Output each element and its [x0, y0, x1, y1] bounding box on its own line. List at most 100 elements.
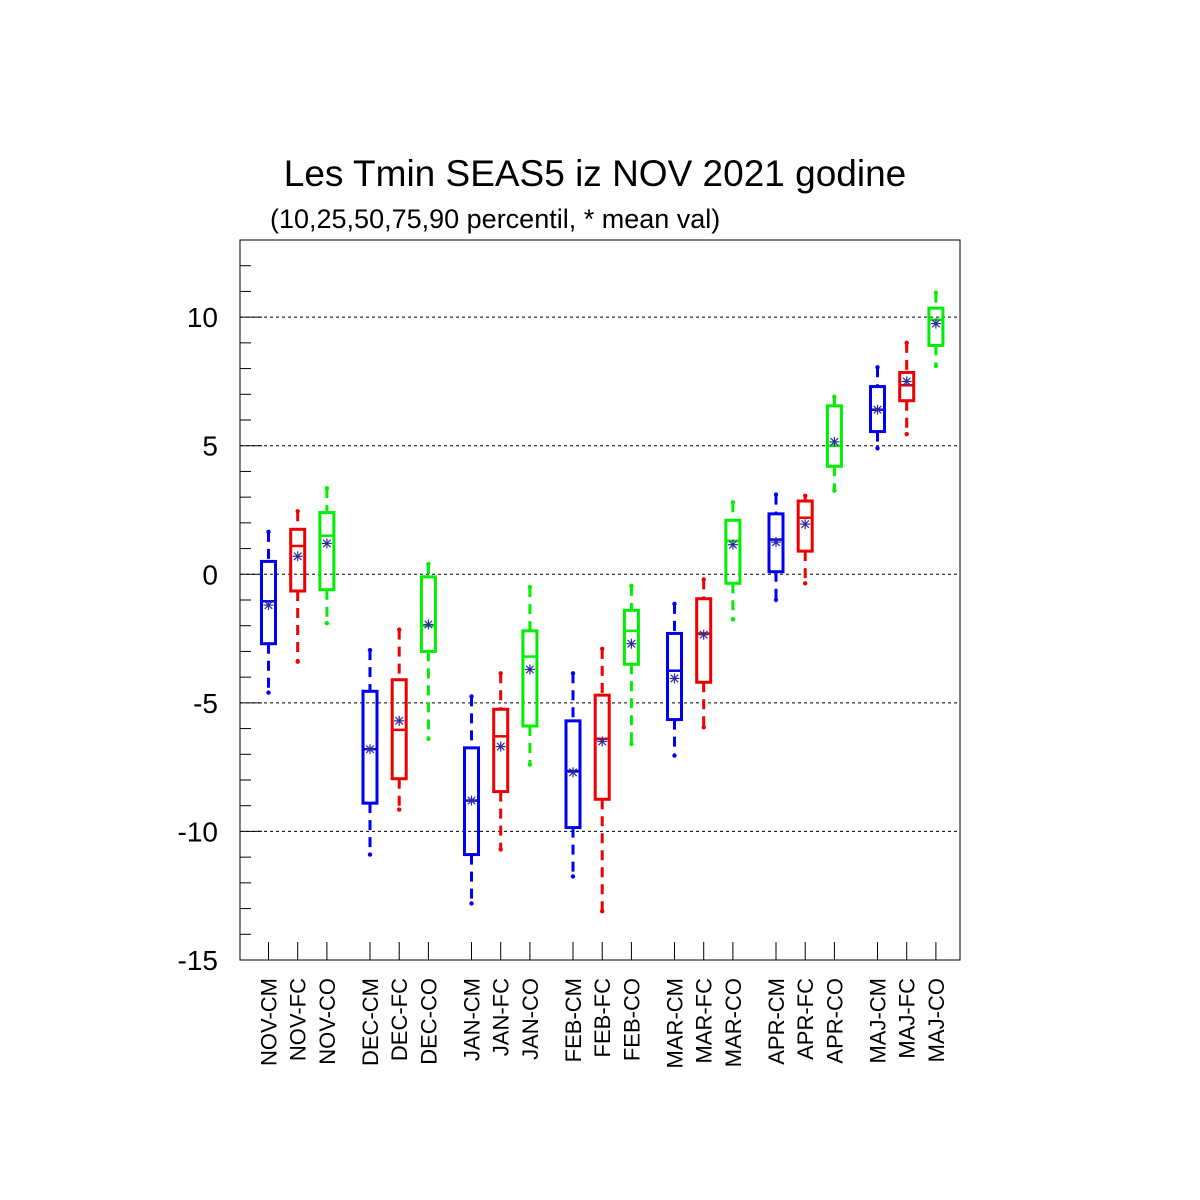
mean-stroke [670, 674, 679, 683]
mean-stroke [293, 552, 302, 561]
box-jan-cm [463, 694, 480, 906]
box-dec-cm [361, 647, 379, 857]
box-iqr [564, 719, 582, 830]
x-tick-label: MAJ-CO [924, 978, 949, 1062]
box-iqr [927, 306, 945, 347]
whisker-cap-upper [570, 671, 576, 676]
mean-marker [292, 551, 303, 562]
box-nov-cm [260, 529, 277, 695]
mean-stroke [801, 519, 810, 529]
y-tick-label: 5 [202, 431, 218, 462]
grid-lines [240, 316, 960, 961]
mean-stroke [598, 737, 607, 746]
x-tick-label: JAN-CO [518, 978, 543, 1060]
box-iqr [419, 575, 437, 653]
whisker-cap-upper [397, 627, 402, 632]
x-tick-label: NOV-FC [286, 978, 311, 1061]
box-iqr [825, 404, 843, 468]
whisker-cap-lower [367, 852, 373, 857]
box-mar-co [724, 500, 742, 622]
mean-marker [263, 600, 274, 611]
whisker-cap-upper [295, 509, 300, 514]
y-axis: -15 -10 -5 0 5 10 [178, 239, 937, 976]
mean-stroke [771, 537, 781, 547]
box-iqr [724, 518, 742, 585]
box-nov-co [318, 485, 336, 626]
x-tick-label: FEB-CM [561, 978, 586, 1062]
mean-marker [423, 619, 434, 630]
whisker-cap-lower [803, 581, 808, 586]
x-tick-label: MAR-CO [721, 978, 746, 1067]
box-apr-cm [767, 492, 785, 603]
whisker-cap-upper [933, 290, 939, 295]
whisker-cap-upper [498, 671, 503, 676]
mean-marker [466, 795, 477, 806]
box-iqr [260, 559, 277, 646]
box-iqr [898, 370, 916, 403]
whisker-cap-lower [570, 874, 576, 879]
boxes [260, 290, 945, 914]
mean-marker [930, 318, 941, 329]
whisker-cap-upper [875, 365, 880, 370]
box-mar-fc [695, 577, 713, 730]
chart-subtitle: (10,25,50,75,90 percentil, * mean val) [270, 204, 720, 234]
whisker-cap-lower [933, 363, 939, 369]
mean-marker [771, 537, 781, 548]
whisker-cap-upper [672, 601, 677, 607]
x-tick-label: APR-FC [793, 978, 818, 1060]
whisker-cap-lower [397, 807, 402, 812]
whisker-cap-lower [875, 446, 880, 451]
mean-stroke [931, 319, 941, 328]
box-mar-cm [666, 601, 683, 758]
whisker-cap-lower [701, 725, 706, 730]
plot-frame [239, 239, 961, 961]
mean-marker [321, 538, 332, 549]
whisker-cap-lower [469, 901, 474, 906]
whisker-cap-lower [672, 753, 677, 758]
y-tick-label: -15 [178, 945, 218, 976]
x-tick-label: JAN-CM [460, 978, 485, 1061]
mean-stroke [395, 716, 404, 726]
x-tick-label: MAJ-CM [866, 978, 891, 1064]
box-maj-co [927, 290, 945, 369]
mean-stroke [902, 377, 911, 386]
box-iqr [593, 693, 611, 801]
mean-marker [394, 715, 405, 726]
mean-marker [524, 664, 535, 675]
whisker-cap-lower [730, 617, 736, 622]
mean-marker [800, 519, 811, 530]
whisker-cap-upper [730, 500, 736, 505]
box-apr-co [825, 394, 843, 493]
x-tick-label: DEC-CO [416, 978, 441, 1065]
box-iqr [361, 689, 379, 805]
x-tick-label: MAJ-FC [895, 978, 920, 1059]
mean-marker [495, 741, 506, 752]
box-iqr [318, 511, 336, 592]
box-iqr [622, 608, 640, 666]
box-jan-fc [492, 671, 510, 852]
box-iqr [289, 527, 307, 593]
whisker-cap-upper [426, 561, 431, 567]
whisker-cap-lower [324, 620, 330, 626]
mean-stroke [627, 639, 636, 648]
whisker-cap-lower [600, 908, 605, 914]
mean-stroke [496, 742, 505, 751]
box-feb-co [622, 583, 640, 747]
mean-marker [626, 638, 637, 649]
x-tick-label: APR-CO [822, 978, 847, 1064]
y-tick-label: -10 [178, 816, 218, 847]
whisker-cap-upper [600, 646, 605, 652]
box-jan-co [521, 584, 539, 767]
chart-title: Les Tmin SEAS5 iz NOV 2021 godine [284, 153, 907, 194]
box-iqr [666, 631, 683, 722]
x-tick-label: MAR-FC [692, 978, 717, 1064]
box-dec-fc [390, 627, 408, 812]
whisker-cap-lower [295, 659, 300, 664]
mean-marker [698, 629, 709, 640]
whisker-cap-upper [832, 394, 837, 400]
x-tick-label: JAN-FC [489, 978, 514, 1056]
whisker-cap-lower [498, 847, 503, 852]
box-iqr [796, 499, 814, 553]
mean-stroke [424, 620, 433, 629]
